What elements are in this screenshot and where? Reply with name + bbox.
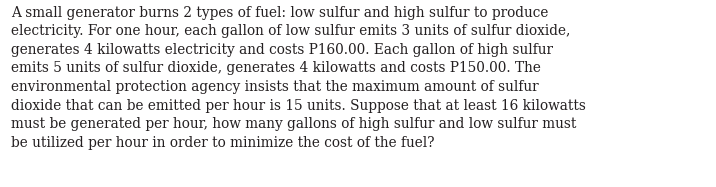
Text: A small generator burns 2 types of fuel: low sulfur and high sulfur to produce
e: A small generator burns 2 types of fuel:… — [11, 6, 586, 150]
